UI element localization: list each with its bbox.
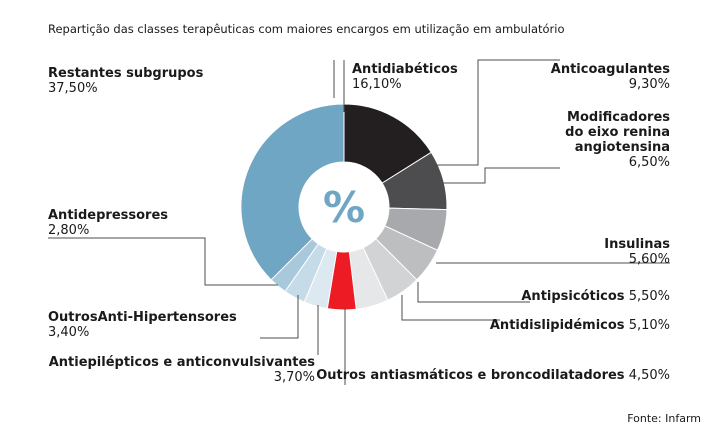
label-insulinas: Insulinas 5,60% <box>604 237 670 267</box>
label-name: Anticoagulantes <box>550 62 670 77</box>
label-antipsicoticos: Antipsicóticos 5,50% <box>521 289 670 304</box>
label-name: Antipsicóticos <box>521 289 625 304</box>
label-antidepressores: Antidepressores 2,80% <box>48 208 168 238</box>
label-value: 3,40% <box>48 325 90 340</box>
label-antiasmaticos: Outros antiasmáticos e broncodilatadores… <box>316 368 670 383</box>
label-name: Antiepilépticos e anticonvulsivantes <box>48 355 315 370</box>
label-value: 4,50% <box>628 368 670 383</box>
label-value: 16,10% <box>352 77 402 92</box>
label-value: 9,30% <box>628 77 670 92</box>
label-value: 2,80% <box>48 223 90 238</box>
donut-hole <box>299 162 389 252</box>
label-name: Antidislipidémicos <box>489 318 625 333</box>
label-restantes: Restantes subgrupos 37,50% <box>48 66 203 96</box>
source-note: Fonte: Infarm <box>627 412 701 425</box>
leader-lines <box>48 59 670 385</box>
label-name: Modificadores do eixo renina angiotensin… <box>565 110 670 155</box>
leader-line-anticoagulantes <box>432 59 560 166</box>
label-name: Antidepressores <box>48 208 169 223</box>
pie-slice-10 <box>240 103 345 281</box>
percent-symbol: % <box>323 183 365 232</box>
leader-line-anti-hipertensores <box>260 295 299 339</box>
label-antidislipidemicos: Antidislipidémicos 5,10% <box>490 318 670 333</box>
label-value: 5,10% <box>628 318 670 333</box>
label-antiepilepticos: Antiepilépticos e anticonvulsivantes 3,7… <box>49 355 315 385</box>
label-antidiabeticos: Antidiabéticos 16,10% <box>352 62 458 92</box>
chart-title: Repartição das classes terapêuticas com … <box>48 22 565 36</box>
label-name: Restantes subgrupos <box>48 66 204 81</box>
label-value: 6,50% <box>628 155 670 170</box>
label-anti-hipertensores: OutrosAnti-Hipertensores 3,40% <box>48 310 237 340</box>
label-value: 5,60% <box>628 252 670 267</box>
leader-line-antidepressores <box>48 237 278 286</box>
leader-line-antidislipidemicos <box>401 295 500 321</box>
leader-line-antipsicoticos <box>417 282 530 303</box>
label-name: Outros antiasmáticos e broncodilatadores <box>316 368 625 383</box>
label-value: 3,70% <box>273 370 315 385</box>
label-name: Antidiabéticos <box>352 62 458 77</box>
label-anticoagulantes: Anticoagulantes 9,30% <box>551 62 670 92</box>
label-value: 37,50% <box>48 81 98 96</box>
label-name: OutrosAnti-Hipertensores <box>48 310 237 325</box>
label-value: 5,50% <box>628 289 670 304</box>
leader-line-modificadores <box>440 167 560 184</box>
label-name: Insulinas <box>604 237 670 252</box>
label-modificadores: Modificadores do eixo renina angiotensin… <box>550 110 670 170</box>
